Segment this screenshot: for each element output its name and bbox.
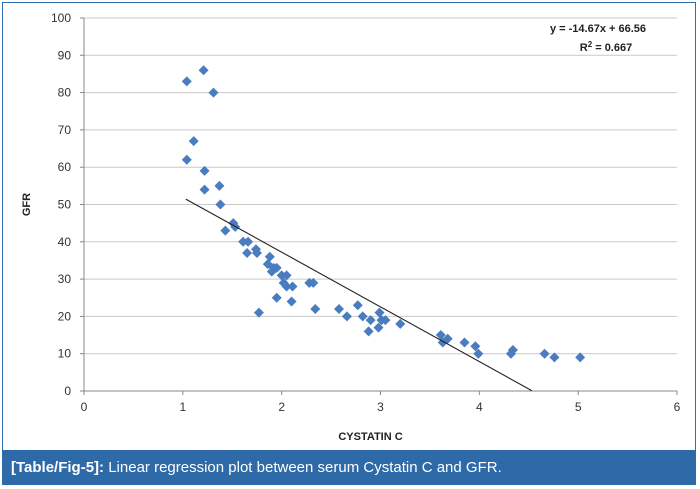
data-point (215, 199, 226, 210)
data-point (341, 311, 352, 322)
caption-label: [Table/Fig-5]: (11, 459, 105, 476)
caption-text: Linear regression plot between serum Cys… (108, 459, 502, 476)
data-point (287, 281, 298, 292)
data-point (251, 247, 262, 258)
data-point (549, 352, 560, 363)
data-point (473, 348, 484, 359)
data-point (198, 65, 209, 76)
data-point (374, 307, 385, 318)
data-point (214, 180, 225, 191)
y-tick-label: 0 (64, 384, 71, 398)
regression-equation: y = -14.67x + 66.56 (550, 23, 646, 35)
data-point (181, 76, 192, 87)
data-point (243, 236, 254, 247)
data-point (575, 352, 586, 363)
data-point (470, 341, 481, 352)
y-tick-label: 90 (58, 48, 72, 62)
data-point (539, 348, 550, 359)
y-axis-label: GFR (21, 193, 33, 216)
r2-value: = 0.667 (592, 42, 632, 54)
y-tick-label: 10 (58, 347, 72, 361)
data-point (442, 333, 453, 344)
figure-caption: [Table/Fig-5]: Linear regression plot be… (2, 450, 696, 485)
data-point (242, 247, 253, 258)
data-point (271, 292, 282, 303)
data-point (333, 303, 344, 314)
r2-superscript: 2 (588, 40, 593, 49)
x-tick-label: 2 (278, 400, 285, 414)
data-point (308, 277, 319, 288)
data-point (357, 311, 368, 322)
y-tick-label: 50 (58, 198, 72, 212)
y-tick-label: 20 (58, 309, 72, 323)
data-point (310, 303, 321, 314)
data-point (199, 165, 210, 176)
data-point (281, 281, 292, 292)
x-tick-label: 0 (81, 400, 88, 414)
data-point (373, 322, 384, 333)
data-point (181, 154, 192, 165)
data-point (286, 296, 297, 307)
y-tick-label: 70 (58, 123, 72, 137)
data-point (281, 270, 292, 281)
data-point (188, 136, 199, 147)
trendline (185, 198, 532, 392)
data-point (507, 344, 518, 355)
data-point (365, 315, 376, 326)
data-point (395, 318, 406, 329)
data-point (264, 251, 275, 262)
x-axis-label: CYSTATIN C (338, 431, 402, 443)
data-point (352, 300, 363, 311)
data-point (435, 330, 446, 341)
grid-lines (84, 17, 677, 355)
data-point (208, 87, 219, 98)
tick-labels: 0 10 20 30 40 50 60 70 80 90 100 0 1 2 3 4 5 6 (51, 11, 681, 414)
data-point (199, 184, 210, 195)
y-tick-label: 100 (51, 11, 71, 25)
data-points (181, 65, 586, 363)
data-point (380, 315, 391, 326)
y-tick-label: 40 (58, 235, 72, 249)
data-point (363, 326, 374, 337)
r2-prefix: R (580, 42, 588, 54)
figure-frame (2, 2, 696, 485)
x-tick-label: 4 (476, 400, 483, 414)
data-point (459, 337, 470, 348)
y-tick-label: 60 (58, 160, 72, 174)
x-tick-label: 3 (377, 400, 384, 414)
x-tick-label: 1 (179, 400, 186, 414)
y-tick-label: 30 (58, 272, 72, 286)
data-point (505, 348, 516, 359)
x-tick-label: 5 (575, 400, 582, 414)
scatter-chart: 0 10 20 30 40 50 60 70 80 90 100 0 1 2 3 4 5 6 GFR CYSTAT… (21, 11, 681, 443)
data-point (266, 266, 277, 277)
data-point (253, 307, 264, 318)
axes (80, 17, 678, 395)
x-tick-label: 6 (674, 400, 681, 414)
trendline-group (185, 198, 532, 392)
data-point (220, 225, 231, 236)
r-squared-label: R2 = 0.667 (580, 40, 632, 54)
y-tick-label: 80 (58, 86, 72, 100)
